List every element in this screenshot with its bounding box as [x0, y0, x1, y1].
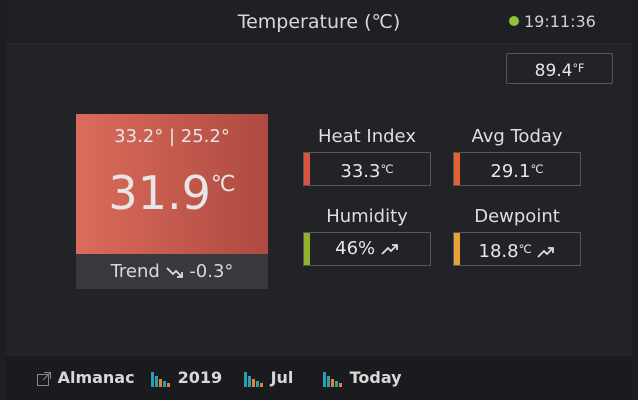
link-text: Almanac: [57, 368, 135, 387]
stat-stripe: [454, 153, 460, 185]
trend-down-icon: [165, 267, 183, 278]
title: Temperature (℃): [237, 11, 401, 33]
stat-value: 29.1: [490, 161, 531, 183]
stat-unit: ℃: [380, 162, 394, 176]
trend-label: Trend: [110, 261, 160, 282]
footer-bar: [6, 357, 632, 400]
stat-stripe: [304, 153, 310, 185]
external-link-icon: [37, 371, 51, 386]
current-temp: 31.9℃: [76, 166, 268, 220]
bar-icon: [151, 371, 170, 387]
stat-value: 18.8: [478, 241, 519, 263]
link-text: Jul: [270, 368, 294, 387]
bar-icon: [323, 371, 342, 387]
stat-label: Heat Index: [318, 126, 416, 147]
trend-bar: Trend -0.3°: [76, 254, 268, 289]
trend-up-icon: [381, 244, 398, 255]
stat-stripe: [304, 233, 310, 265]
high-low: 33.2° | 25.2°: [114, 126, 230, 147]
stat-label: Avg Today: [471, 126, 563, 147]
stat-unit: ℃: [530, 162, 544, 176]
bar-icon: [244, 371, 263, 387]
stat-value: 33.3: [340, 161, 381, 183]
fahrenheit-value: 89.4: [534, 60, 573, 81]
header-bar: [6, 0, 632, 44]
today-link[interactable]: Today: [322, 368, 402, 388]
temp-value: 31.9: [108, 166, 211, 220]
stat-box: 33.3℃: [303, 152, 431, 186]
stat-stripe: [454, 233, 460, 265]
stat-box: 46%: [303, 232, 431, 266]
link-text: Today: [349, 368, 402, 387]
link-text: 2019: [177, 368, 223, 387]
stat-box: 29.1℃: [453, 152, 581, 186]
year-link[interactable]: 2019: [150, 368, 222, 388]
time: 19:11:36: [524, 12, 596, 31]
stat-label: Humidity: [326, 206, 408, 227]
temp-unit: ℃: [210, 172, 236, 197]
stat-unit: ℃: [518, 242, 532, 256]
main-temp-box: 33.2° | 25.2° 31.9℃: [76, 114, 268, 254]
fahrenheit-unit: °F: [572, 62, 585, 75]
month-link[interactable]: Jul: [243, 368, 293, 388]
trend-up-icon: [537, 247, 555, 258]
stat-label: Dewpoint: [474, 206, 560, 227]
stat-box: 18.8℃: [453, 232, 581, 266]
stat-value: 46%: [335, 238, 376, 259]
almanac-link[interactable]: Almanac: [36, 368, 135, 387]
fahrenheit-box: 89.4°F: [506, 53, 613, 84]
trend-value: -0.3°: [189, 261, 234, 282]
status-dot: [509, 16, 519, 26]
